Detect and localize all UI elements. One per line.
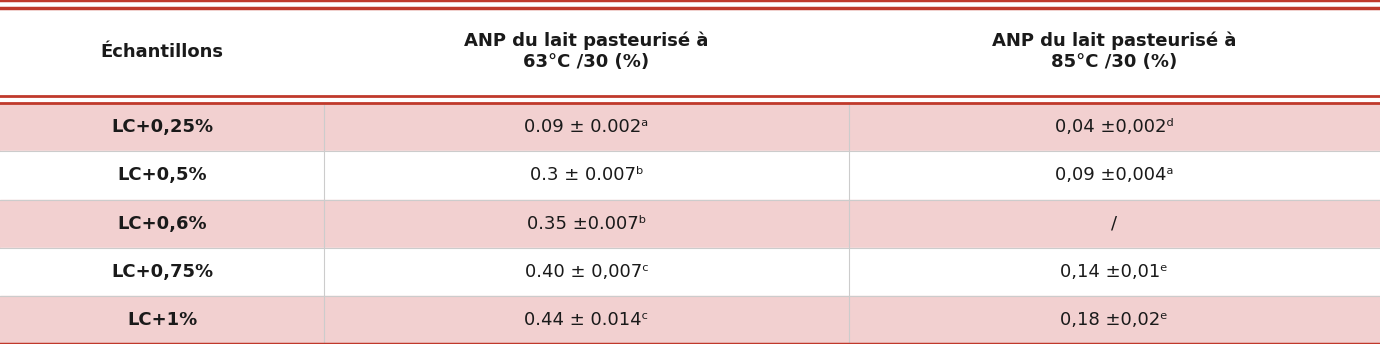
Text: LC+0,75%: LC+0,75% bbox=[110, 263, 214, 281]
Text: LC+0,25%: LC+0,25% bbox=[110, 118, 214, 136]
Bar bbox=[0, 296, 1380, 344]
Text: 0.09 ± 0.002ᵃ: 0.09 ± 0.002ᵃ bbox=[524, 118, 649, 136]
Text: LC+1%: LC+1% bbox=[127, 311, 197, 329]
Text: 0,04 ±0,002ᵈ: 0,04 ±0,002ᵈ bbox=[1054, 118, 1174, 136]
Text: 0.3 ± 0.007ᵇ: 0.3 ± 0.007ᵇ bbox=[530, 166, 643, 184]
Text: 0,14 ±0,01ᵉ: 0,14 ±0,01ᵉ bbox=[1060, 263, 1169, 281]
Text: 0.40 ± 0,007ᶜ: 0.40 ± 0,007ᶜ bbox=[524, 263, 649, 281]
Text: ANP du lait pasteurisé à
63°C /30 (%): ANP du lait pasteurisé à 63°C /30 (%) bbox=[464, 32, 709, 71]
Text: 0.35 ±0.007ᵇ: 0.35 ±0.007ᵇ bbox=[527, 215, 646, 233]
Text: LC+0,6%: LC+0,6% bbox=[117, 215, 207, 233]
Text: LC+0,5%: LC+0,5% bbox=[117, 166, 207, 184]
Bar bbox=[0, 200, 1380, 248]
Bar bbox=[0, 248, 1380, 296]
Text: 0,18 ±0,02ᵉ: 0,18 ±0,02ᵉ bbox=[1060, 311, 1169, 329]
Text: ANP du lait pasteurisé à
85°C /30 (%): ANP du lait pasteurisé à 85°C /30 (%) bbox=[992, 32, 1236, 71]
Bar bbox=[0, 151, 1380, 200]
Text: Échantillons: Échantillons bbox=[101, 43, 224, 61]
Text: /: / bbox=[1111, 215, 1118, 233]
Text: 0.44 ± 0.014ᶜ: 0.44 ± 0.014ᶜ bbox=[524, 311, 649, 329]
Bar bbox=[0, 103, 1380, 151]
Text: 0,09 ±0,004ᵃ: 0,09 ±0,004ᵃ bbox=[1056, 166, 1173, 184]
Bar bbox=[0, 0, 1380, 103]
